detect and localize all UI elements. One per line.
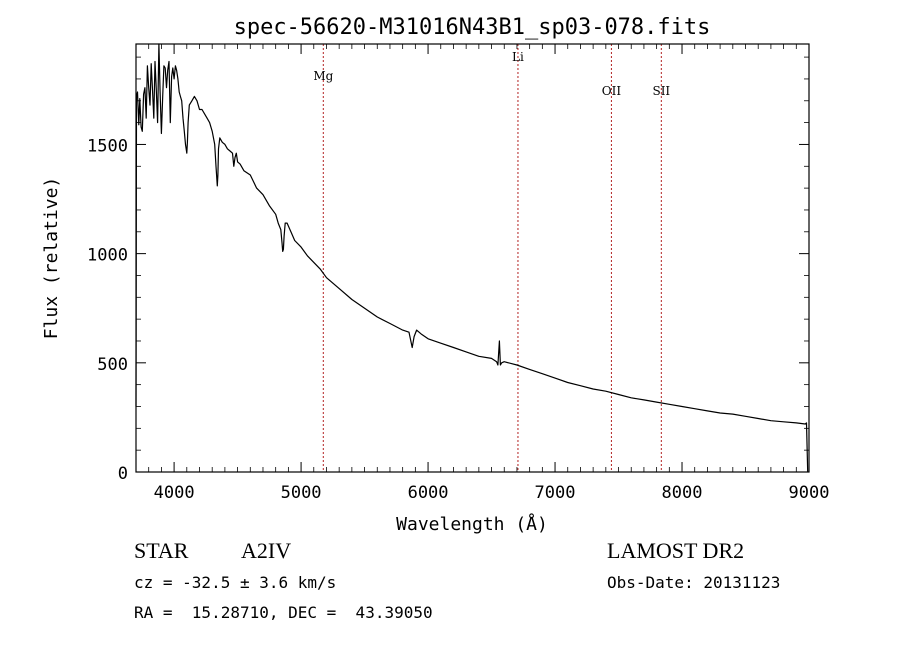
chart-title: spec-56620-M31016N43B1_sp03-078.fits — [234, 15, 711, 40]
x-tick-label: 4000 — [154, 483, 195, 503]
marker-label-sii: SII — [652, 84, 670, 98]
y-tick-label: 500 — [97, 355, 128, 375]
x-tick-label: 8000 — [662, 483, 703, 503]
plot-frame — [135, 43, 810, 473]
marker-label-oii: OII — [602, 84, 622, 98]
obs-date: Obs-Date: 20131123 — [607, 573, 781, 592]
x-axis-label: Wavelength (Å) — [396, 513, 548, 535]
spectrum-line — [135, 43, 809, 473]
x-tick-label: 6000 — [408, 483, 449, 503]
y-axis-label: Flux (relative) — [41, 177, 62, 340]
y-tick-label: 1000 — [87, 246, 128, 266]
marker-label-li: Li — [512, 50, 524, 64]
y-tick-label: 1500 — [87, 136, 128, 156]
coordinates: RA = 15.28710, DEC = 43.39050 — [134, 603, 433, 622]
survey-name: LAMOST DR2 — [607, 538, 745, 563]
x-tick-label: 5000 — [281, 483, 322, 503]
object-class: STAR — [134, 538, 189, 563]
object-subclass: A2IV — [241, 538, 292, 563]
redshift-cz: cz = -32.5 ± 3.6 km/s — [134, 573, 337, 592]
marker-label-mg: Mg — [313, 69, 333, 83]
x-tick-label: 9000 — [789, 483, 830, 503]
x-tick-label: 7000 — [535, 483, 576, 503]
y-tick-label: 0 — [118, 464, 128, 484]
